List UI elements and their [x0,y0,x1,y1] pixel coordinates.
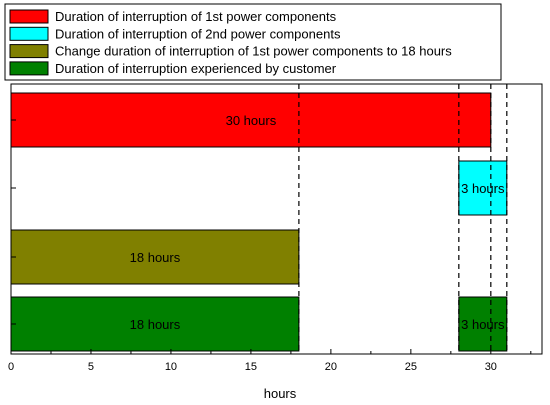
bar-row3-seg1 [10,229,300,285]
axes: 0 5 10 15 20 25 30 [8,83,543,373]
legend-swatch-1 [9,9,49,24]
x-axis-label: hours [264,386,297,401]
x-tick-label-2: 5 [88,361,94,373]
x-tick-label-6: 25 [405,361,417,373]
legend-label-4: Duration of interruption experienced by … [55,61,337,76]
bar-label-row1-seg1: 30 hours [226,113,277,128]
legend-box [4,3,502,81]
x-tick-label-4: 15 [245,361,257,373]
reference-lines [298,84,508,354]
legend-label-3: Change duration of interruption of 1st p… [55,44,452,59]
bar-row2-seg1 [458,160,508,216]
bar-label-row3-seg1: 18 hours [130,250,181,265]
legend-swatch-4 [9,61,49,76]
legend-label-2: Duration of interruption of 2nd power co… [55,26,341,41]
bar-row4-seg1 [10,296,300,352]
bar-label-row4-seg1: 18 hours [130,317,181,332]
bar-row4-seg2 [458,296,508,352]
x-tick-label-1: 0 [8,361,14,373]
plot-frame [10,83,543,355]
x-tick-label-5: 20 [325,361,337,373]
x-tick-label-3: 10 [165,361,177,373]
legend-swatch-2 [9,26,49,41]
legend-swatch-3 [9,44,49,59]
bar-label-row2-seg1: 3 hours [461,181,505,196]
bar-row1-seg1 [10,92,492,148]
legend-label-1: Duration of interruption of 1st power co… [55,9,337,24]
bars: 30 hours 3 hours 18 hours 18 hours 3 hours [10,92,508,352]
x-tick-label-7: 30 [485,361,497,373]
bar-label-row4-seg2: 3 hours [461,317,505,332]
legend: Duration of interruption of 1st power co… [4,3,502,81]
